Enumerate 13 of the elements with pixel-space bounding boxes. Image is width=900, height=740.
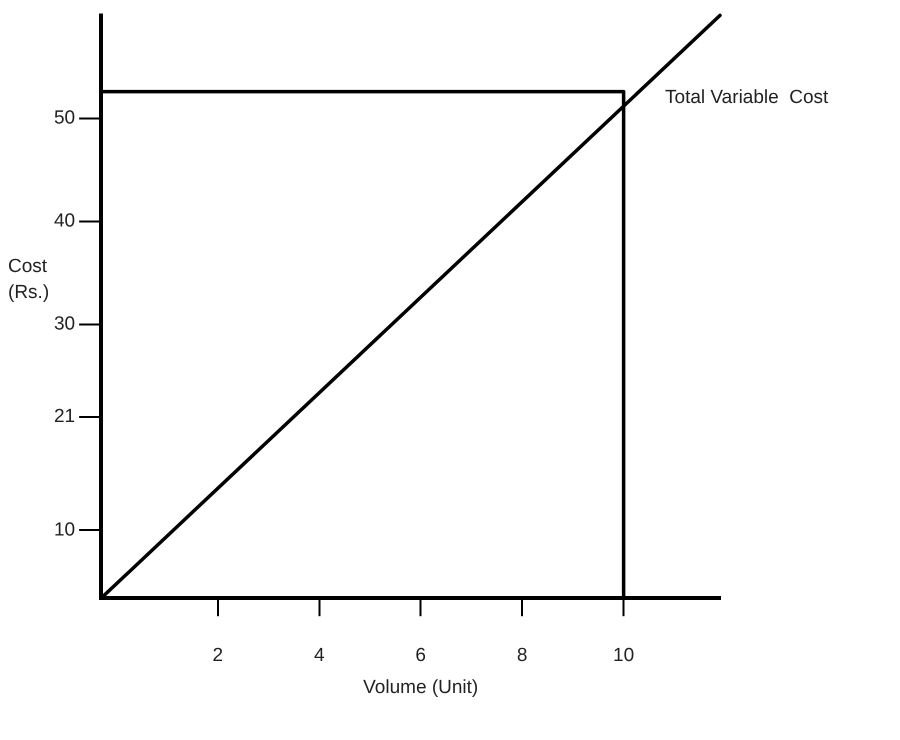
- x-tick-label: 8: [516, 644, 528, 666]
- y-tick-label: 30: [54, 314, 76, 335]
- y-tick-label: 21: [54, 406, 76, 428]
- series-label: Total Variable Cost: [665, 86, 830, 108]
- x-tick-label: 2: [212, 644, 224, 666]
- y-axis-title: Cost (Rs.): [8, 256, 50, 304]
- x-tick-label: 6: [415, 644, 426, 666]
- y-tick-label: 10: [54, 519, 76, 540]
- x-tick-label: 4: [314, 644, 325, 666]
- y-tick-label: 40: [54, 210, 76, 232]
- x-tick-label: 10: [613, 644, 634, 666]
- x-axis-title: Volume (Unit): [363, 676, 478, 698]
- y-tick-label: 50: [54, 108, 76, 129]
